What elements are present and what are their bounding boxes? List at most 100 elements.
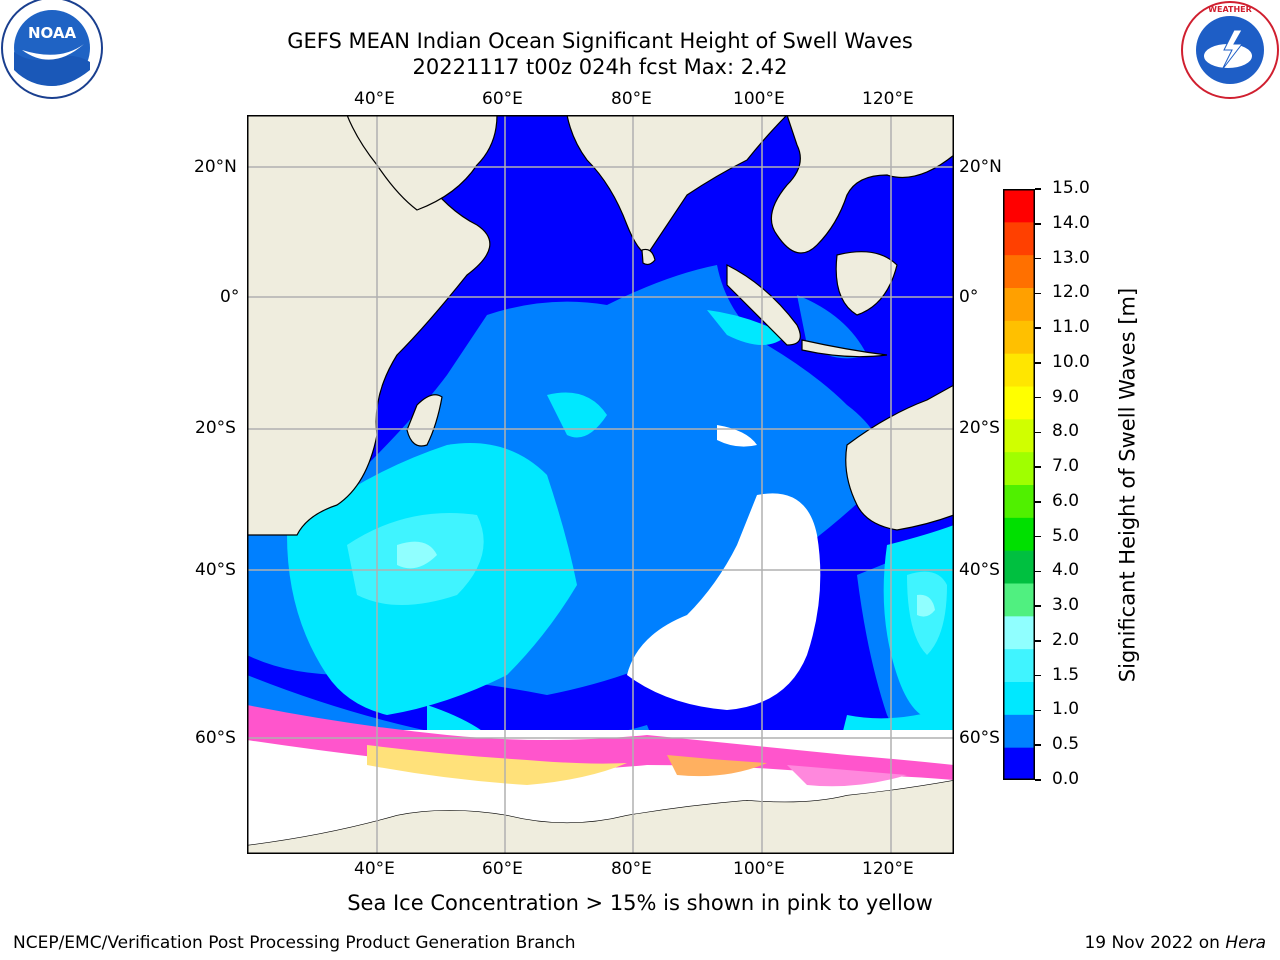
colorbar-tick-mark xyxy=(1035,501,1041,503)
tick-label-bottom-120e: 120°E xyxy=(862,859,914,879)
colorbar-tick-label: 5.0 xyxy=(1052,525,1080,546)
grid-lines xyxy=(247,115,954,854)
tick-label-bottom-100e: 100°E xyxy=(733,859,785,879)
colorbar-segment xyxy=(1003,386,1035,420)
colorbar xyxy=(1003,189,1035,781)
colorbar-tick-mark xyxy=(1035,779,1041,781)
tick-label-right-60s: 60°S xyxy=(959,728,1000,748)
colorbar-segment xyxy=(1003,681,1035,715)
tick-label-bottom-80e: 80°E xyxy=(611,859,652,879)
colorbar-segment xyxy=(1003,747,1035,781)
svg-text:NOAA: NOAA xyxy=(28,24,77,42)
colorbar-segment xyxy=(1003,517,1035,551)
tick-label-left-0: 0° xyxy=(220,287,240,307)
map-svg xyxy=(247,115,954,854)
colorbar-tick-mark xyxy=(1035,188,1041,190)
colorbar-svg xyxy=(1003,189,1035,781)
footer-date-text: 19 Nov 2022 on xyxy=(1084,933,1226,953)
footer-date: 19 Nov 2022 on Hera xyxy=(1084,933,1266,953)
sea-ice-note: Sea Ice Concentration > 15% is shown in … xyxy=(347,891,933,915)
map-frame xyxy=(247,115,954,854)
footer-branch: NCEP/EMC/Verification Post Processing Pr… xyxy=(13,933,576,953)
colorbar-segment xyxy=(1003,615,1035,650)
nws-ring-text: WEATHER xyxy=(1208,5,1252,14)
land-sri-lanka xyxy=(641,248,656,266)
colorbar-tick-mark xyxy=(1035,327,1041,329)
sea-ice-band xyxy=(247,705,954,787)
tick-label-top-120e: 120°E xyxy=(862,89,914,109)
colorbar-tick-mark xyxy=(1035,605,1041,607)
colorbar-tick-label: 0.0 xyxy=(1052,769,1080,789)
colorbar-segment xyxy=(1003,254,1035,288)
swell-height-map xyxy=(247,115,954,854)
colorbar-tick-mark xyxy=(1035,257,1041,260)
colorbar-tick-label: 6.0 xyxy=(1052,490,1080,511)
colorbar-tick-mark xyxy=(1035,744,1041,746)
tick-label-top-100e: 100°E xyxy=(733,89,785,109)
colorbar-tick-mark xyxy=(1035,431,1041,434)
footer-host: Hera xyxy=(1225,933,1266,953)
colorbar-tick-label: 1.0 xyxy=(1052,699,1080,720)
colorbar-tick-mark xyxy=(1035,223,1041,225)
colorbar-segment xyxy=(1003,714,1035,748)
colorbar-tick-label: 9.0 xyxy=(1052,386,1080,407)
colorbar-segment xyxy=(1003,287,1035,321)
tick-label-bottom-40e: 40°E xyxy=(354,859,395,879)
colorbar-tick-mark xyxy=(1035,362,1041,364)
swell-band-2-0-3-0 xyxy=(397,541,935,617)
colorbar-tick-label: 15.0 xyxy=(1052,178,1090,198)
colorbar-tick-label: 3.0 xyxy=(1052,595,1080,616)
land-se-asia xyxy=(770,115,954,254)
tick-label-right-20n: 20°N xyxy=(959,157,1002,177)
colorbar-tick-label: 1.5 xyxy=(1052,664,1080,685)
colorbar-tick-label: 8.0 xyxy=(1052,421,1080,442)
colorbar-tick-mark xyxy=(1035,535,1041,538)
tick-label-left-20n: 20°N xyxy=(194,157,237,177)
colorbar-frame xyxy=(1003,189,1035,780)
land-madagascar xyxy=(406,394,443,447)
tick-label-top-60e: 60°E xyxy=(482,89,523,109)
tick-label-right-0: 0° xyxy=(959,287,979,307)
colorbar-tick-label: 12.0 xyxy=(1052,282,1090,303)
nws-logo: WEATHER xyxy=(1180,0,1280,100)
colorbar-tick-mark xyxy=(1035,640,1041,642)
colorbar-segment xyxy=(1003,353,1035,387)
colorbar-tick-label: 13.0 xyxy=(1052,247,1090,268)
colorbar-tick-label: 11.0 xyxy=(1052,317,1090,338)
tick-label-bottom-60e: 60°E xyxy=(482,859,523,879)
colorbar-tick-mark xyxy=(1035,396,1041,399)
colorbar-tick-label: 2.0 xyxy=(1052,629,1080,650)
colorbar-segment xyxy=(1003,451,1035,485)
colorbar-tick-label: 7.0 xyxy=(1052,456,1080,477)
tick-label-left-20s: 20°S xyxy=(195,418,236,438)
colorbar-label: Significant Height of Swell Waves [m] xyxy=(1115,287,1140,683)
colorbar-tick-mark xyxy=(1035,466,1041,468)
noaa-logo: NOAA xyxy=(0,0,104,100)
colorbar-segment xyxy=(1003,550,1035,584)
land-arabia xyxy=(346,115,498,211)
colorbar-segment xyxy=(1003,189,1035,223)
chart-title-line1: GEFS MEAN Indian Ocean Significant Heigh… xyxy=(287,29,913,53)
chart-title-line2: 20221117 t00z 024h fcst Max: 2.42 xyxy=(412,55,788,79)
tick-label-left-60s: 60°S xyxy=(195,728,236,748)
colorbar-segment xyxy=(1003,648,1035,682)
colorbar-tick-label: 14.0 xyxy=(1052,212,1090,233)
colorbar-segment xyxy=(1003,320,1035,354)
tick-label-top-40e: 40°E xyxy=(354,89,395,109)
land-sumatra xyxy=(726,264,801,346)
colorbar-tick-mark xyxy=(1035,292,1041,295)
land-australia xyxy=(845,384,954,531)
tick-label-right-20s: 20°S xyxy=(959,418,1000,438)
colorbar-segment xyxy=(1003,418,1035,453)
colorbar-tick-mark xyxy=(1035,570,1041,573)
colorbar-segment xyxy=(1003,484,1035,518)
colorbar-tick-mark xyxy=(1035,674,1041,677)
colorbar-tick-label: 10.0 xyxy=(1052,351,1090,372)
tick-label-left-40s: 40°S xyxy=(195,560,236,580)
colorbar-segment xyxy=(1003,221,1035,256)
colorbar-tick-label: 0.5 xyxy=(1052,734,1080,755)
land-masses xyxy=(247,115,954,854)
colorbar-tick-label: 4.0 xyxy=(1052,560,1080,581)
colorbar-tick-mark xyxy=(1035,709,1041,712)
tick-label-top-80e: 80°E xyxy=(611,89,652,109)
